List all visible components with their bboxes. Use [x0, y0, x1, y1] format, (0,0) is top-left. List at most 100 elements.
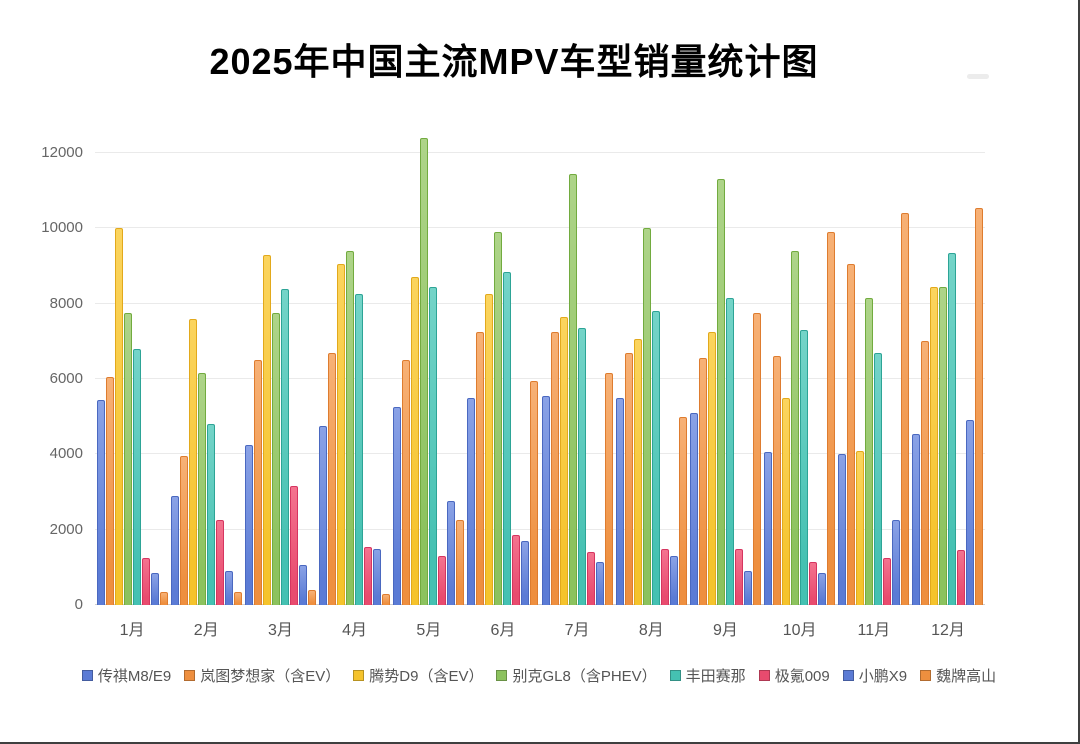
bar[interactable] — [476, 331, 485, 605]
bar[interactable] — [114, 228, 123, 605]
bar[interactable] — [698, 358, 707, 605]
bar[interactable] — [948, 252, 957, 605]
bar[interactable] — [856, 450, 865, 605]
legend-item[interactable]: 传祺M8/E9 — [81, 665, 171, 686]
bar[interactable] — [179, 456, 188, 605]
bar[interactable] — [939, 286, 948, 605]
bar[interactable] — [734, 548, 743, 605]
bar[interactable] — [809, 561, 818, 605]
bar[interactable] — [791, 250, 800, 605]
bar[interactable] — [559, 316, 568, 605]
legend-item[interactable]: 丰田赛那 — [669, 665, 746, 686]
bar[interactable] — [651, 311, 660, 605]
bar[interactable] — [224, 571, 233, 605]
bar[interactable] — [568, 173, 577, 605]
bar[interactable] — [782, 397, 791, 605]
bar[interactable] — [615, 397, 624, 605]
legend-item[interactable]: 别克GL8（含PHEV） — [496, 665, 657, 686]
bar[interactable] — [197, 373, 206, 605]
bar[interactable] — [624, 352, 633, 605]
bar[interactable] — [604, 373, 613, 605]
bar[interactable] — [298, 565, 307, 605]
bar[interactable] — [550, 331, 559, 605]
bar[interactable] — [262, 254, 271, 605]
bar[interactable] — [892, 520, 901, 605]
bar[interactable] — [847, 264, 856, 605]
bar[interactable] — [373, 548, 382, 605]
bar[interactable] — [132, 348, 141, 605]
bar[interactable] — [957, 550, 966, 605]
bar[interactable] — [883, 557, 892, 605]
bar[interactable] — [773, 356, 782, 605]
bar[interactable] — [512, 535, 521, 605]
bar[interactable] — [346, 250, 355, 605]
bar[interactable] — [975, 207, 984, 605]
bar[interactable] — [577, 328, 586, 605]
bar[interactable] — [707, 331, 716, 605]
bar[interactable] — [456, 520, 465, 605]
bar[interactable] — [271, 313, 280, 605]
bar[interactable] — [494, 232, 503, 605]
bar[interactable] — [429, 286, 438, 605]
bar[interactable] — [800, 330, 809, 605]
bar[interactable] — [503, 271, 512, 605]
bar[interactable] — [467, 397, 476, 605]
bar[interactable] — [382, 593, 391, 605]
bar[interactable] — [215, 520, 224, 605]
bar[interactable] — [328, 352, 337, 605]
bar[interactable] — [725, 298, 734, 605]
bar[interactable] — [595, 561, 604, 605]
bar[interactable] — [660, 548, 669, 605]
legend-item[interactable]: 岚图梦想家（含EV） — [184, 665, 340, 686]
bar[interactable] — [233, 591, 242, 605]
bar[interactable] — [159, 591, 168, 605]
bar[interactable] — [253, 360, 262, 605]
bar[interactable] — [521, 540, 530, 605]
bar[interactable] — [752, 313, 761, 605]
bar[interactable] — [541, 395, 550, 605]
bar[interactable] — [105, 377, 114, 605]
bar[interactable] — [150, 572, 159, 605]
bar[interactable] — [874, 352, 883, 605]
bar[interactable] — [123, 313, 132, 605]
bar[interactable] — [633, 339, 642, 605]
bar[interactable] — [865, 298, 874, 605]
bar[interactable] — [689, 412, 698, 605]
bar[interactable] — [764, 452, 773, 605]
bar[interactable] — [96, 399, 105, 605]
legend-item[interactable]: 腾势D9（含EV） — [353, 665, 483, 686]
legend-item[interactable]: 极氪009 — [758, 665, 830, 686]
bar[interactable] — [411, 277, 420, 605]
bar[interactable] — [827, 232, 836, 605]
bar[interactable] — [420, 137, 429, 605]
bar[interactable] — [642, 228, 651, 605]
legend-item[interactable]: 小鹏X9 — [842, 665, 907, 686]
bar[interactable] — [337, 264, 346, 605]
bar[interactable] — [678, 416, 687, 605]
bar[interactable] — [141, 557, 150, 605]
bar[interactable] — [901, 213, 910, 605]
bar[interactable] — [393, 407, 402, 605]
bar[interactable] — [206, 424, 215, 605]
bar[interactable] — [669, 556, 678, 605]
bar[interactable] — [438, 556, 447, 605]
bar[interactable] — [838, 454, 847, 605]
legend-item[interactable]: 魏牌高山 — [920, 665, 996, 686]
bar[interactable] — [355, 294, 364, 605]
bar[interactable] — [188, 318, 197, 605]
bar[interactable] — [289, 486, 298, 605]
bar[interactable] — [447, 501, 456, 605]
bar[interactable] — [930, 286, 939, 605]
bar[interactable] — [716, 179, 725, 605]
bar[interactable] — [244, 444, 253, 605]
bar[interactable] — [280, 288, 289, 605]
bar[interactable] — [364, 546, 373, 605]
bar[interactable] — [586, 552, 595, 605]
bar[interactable] — [402, 360, 411, 605]
bar[interactable] — [921, 341, 930, 605]
bar[interactable] — [485, 294, 494, 605]
bar[interactable] — [170, 495, 179, 605]
bar[interactable] — [912, 433, 921, 605]
bar[interactable] — [743, 571, 752, 605]
bar[interactable] — [966, 420, 975, 605]
